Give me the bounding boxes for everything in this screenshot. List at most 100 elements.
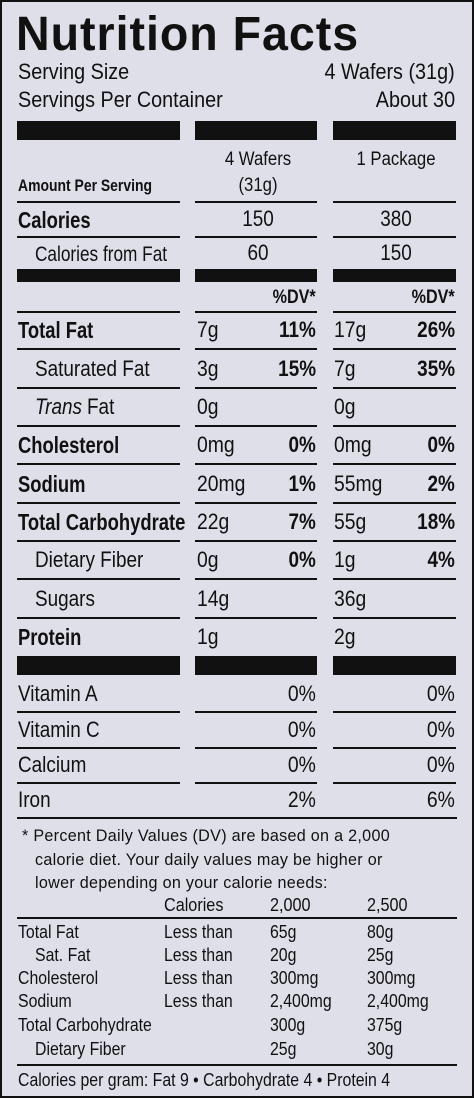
text: Amount Per Serving (18, 175, 153, 195)
text: 300g (270, 1015, 306, 1035)
rule (17, 201, 180, 203)
rule (333, 425, 456, 427)
text: Less than (164, 922, 233, 942)
rule (195, 387, 317, 389)
text: 300mg (270, 968, 319, 988)
rule (17, 578, 180, 580)
vitamin-label: Calcium (18, 752, 87, 777)
text: Calories (18, 206, 91, 233)
thick-rule (195, 656, 317, 675)
nutrient-label: Saturated Fat (35, 356, 150, 381)
rule (17, 348, 180, 350)
footnote: lower depending on your calorie needs: (35, 872, 328, 892)
rule (333, 502, 456, 504)
nutrient-label: Total Fat (18, 316, 94, 343)
amount: 0g (197, 394, 219, 419)
amount: 55mg (334, 471, 383, 496)
nutrient-label: Trans (35, 394, 82, 419)
text: Less than (164, 968, 233, 988)
text: (31g) (238, 174, 278, 196)
text: %DV* (411, 286, 455, 308)
rule (195, 201, 317, 203)
thick-rule (333, 269, 456, 282)
dv-table-label: Cholesterol (18, 968, 99, 988)
text: 25g (270, 1039, 297, 1059)
rule (195, 463, 317, 465)
daily-value: 2% (427, 471, 455, 496)
rule (333, 387, 456, 389)
text: 2,500 (367, 895, 408, 915)
rule (195, 236, 317, 238)
nutrient-label: Cholesterol (18, 431, 120, 458)
text: 2,000 (270, 895, 311, 915)
daily-value: 6% (427, 787, 455, 812)
amount: 7g (197, 317, 219, 342)
amount: 36g (334, 586, 367, 611)
thick-rule (333, 656, 456, 675)
daily-value: 18% (417, 509, 455, 534)
nutrient-label: Total Carbohydrate (18, 508, 186, 535)
amount: 17g (334, 317, 367, 342)
daily-value: 35% (417, 356, 455, 381)
amount: 1g (197, 624, 219, 649)
rule (195, 747, 317, 749)
vitamin-label: Vitamin C (18, 717, 100, 742)
dv-table-label: Dietary Fiber (35, 1039, 126, 1059)
footnote: calorie diet. Your daily values may be h… (35, 849, 383, 869)
rule (333, 311, 456, 313)
daily-value: 0% (427, 752, 455, 777)
text: 2,400mg (270, 991, 332, 1011)
dv-table-label: Sat. Fat (35, 945, 91, 965)
amount: 0g (197, 547, 219, 572)
nutrient-label: Sodium (18, 470, 86, 497)
rule (17, 711, 180, 713)
text: 80g (367, 922, 394, 942)
rule (17, 502, 180, 504)
nutrient-label: Fat (86, 394, 115, 419)
nutrient-label: Protein (18, 623, 82, 650)
daily-value: 2% (288, 787, 316, 812)
rule (17, 387, 180, 389)
nutrient-label: Dietary Fiber (35, 547, 144, 572)
rule (17, 236, 180, 238)
text: Less than (164, 991, 233, 1011)
text: 300mg (367, 968, 416, 988)
amount: 20mg (197, 471, 246, 496)
rule (195, 617, 317, 619)
daily-value: 15% (278, 356, 316, 381)
rule (333, 201, 456, 203)
rule (17, 425, 180, 427)
text: 375g (367, 1015, 403, 1035)
thick-rule (333, 121, 456, 140)
rule (333, 540, 456, 542)
vitamin-label: Vitamin A (18, 681, 98, 706)
rule (195, 311, 317, 313)
rule (17, 540, 180, 542)
text: 65g (270, 922, 297, 942)
daily-value: 4% (427, 547, 455, 572)
thick-rule (195, 121, 317, 140)
rule (333, 747, 456, 749)
dv-table-label: Sodium (18, 991, 72, 1011)
text: %DV* (272, 286, 316, 308)
rule (17, 782, 180, 784)
rule (195, 348, 317, 350)
rule (333, 463, 456, 465)
rule (195, 502, 317, 504)
rule (333, 617, 456, 619)
rule (17, 917, 457, 919)
daily-value: 0% (288, 547, 316, 572)
rule (195, 711, 317, 713)
text: 30g (367, 1039, 394, 1059)
dv-table-label: Total Fat (18, 922, 79, 942)
rule (17, 311, 180, 313)
amount: 0g (334, 394, 356, 419)
rule (17, 747, 180, 749)
rule (333, 348, 456, 350)
text: 4 Wafers (31g) (324, 59, 455, 84)
daily-value: 0% (288, 717, 316, 742)
footnote: * Percent Daily Values (DV) are based on… (22, 825, 390, 845)
daily-value: 0% (427, 432, 455, 457)
text: Calories from Fat (35, 242, 168, 266)
